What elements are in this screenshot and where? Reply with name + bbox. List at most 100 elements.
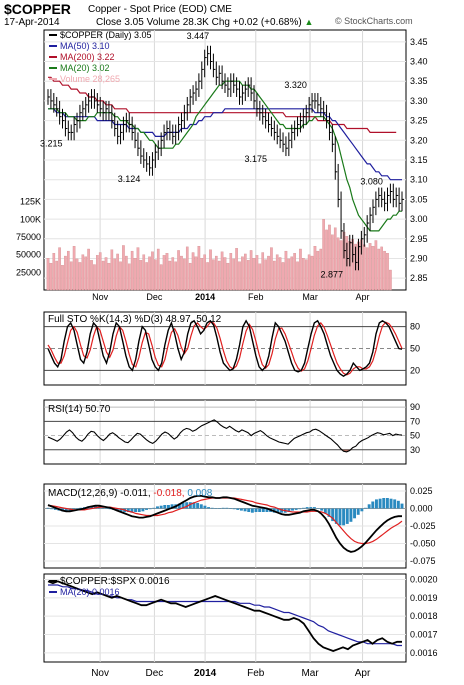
volume-bar xyxy=(212,259,215,291)
macd-histogram-bar xyxy=(119,508,123,512)
volume-bar xyxy=(281,262,285,291)
macd-histogram-bar xyxy=(115,508,119,511)
ratio-line xyxy=(47,580,402,652)
volume-bar xyxy=(336,237,340,291)
rsi-tick-label: 90 xyxy=(410,402,420,412)
macd-histogram-bar xyxy=(389,498,393,509)
price-x-label: Feb xyxy=(248,292,264,302)
panel-frame-rsi xyxy=(43,399,407,465)
macd-histogram-bar xyxy=(192,502,196,509)
price-annotation: 3.215 xyxy=(40,138,63,148)
volume-bar xyxy=(61,265,64,291)
macd-tick-label: -0.025 xyxy=(410,521,436,531)
macd-histogram-bar xyxy=(46,507,50,509)
volume-bar xyxy=(241,256,244,291)
stoch-label: Full STO %K(14,3) %D(3) 48.97, 50.12 xyxy=(48,314,222,325)
macd-histogram-bar xyxy=(378,498,382,509)
volume-bar xyxy=(162,255,166,291)
volume-bar xyxy=(365,247,369,291)
volume-bar xyxy=(226,262,230,291)
price-tick-label: 2.95 xyxy=(410,234,428,244)
macd-histogram-bar xyxy=(126,508,130,512)
macd-histogram-bar xyxy=(130,508,134,513)
macd-histogram-bar xyxy=(360,508,364,512)
macd-histogram-bar xyxy=(214,508,218,509)
price-tick-label: 3.25 xyxy=(410,116,428,126)
volume-bar xyxy=(183,258,186,291)
quote-values: Close 3.05 Volume 28.3K Chg +0.02 (+0.68… xyxy=(96,17,302,28)
volume-bar xyxy=(206,262,209,291)
volume-bar xyxy=(75,258,79,291)
volume-bar xyxy=(209,249,212,291)
volume-tick-label: 125K xyxy=(20,197,41,207)
symbol-description: Copper - Spot Price (EOD) CME xyxy=(88,4,232,15)
volume-bar xyxy=(273,260,276,291)
stoch-d-line xyxy=(47,321,403,376)
volume-bar xyxy=(119,261,122,291)
macd-histogram-bar xyxy=(75,508,79,509)
macd-histogram-bar xyxy=(334,508,338,524)
volume-bar xyxy=(165,253,169,291)
price-x-label: Nov xyxy=(92,292,109,302)
macd-histogram-bar xyxy=(97,507,101,509)
ratio-tick-label: 0.0018 xyxy=(410,611,438,621)
volume-bar xyxy=(154,259,157,291)
exchange-label: CME xyxy=(209,4,232,15)
macd-histogram-bar xyxy=(345,508,349,524)
volume-bar xyxy=(328,224,331,291)
macd-histogram-bar xyxy=(229,508,232,509)
volume-bar xyxy=(307,254,311,291)
price-x-label: Dec xyxy=(146,292,163,302)
volume-bar xyxy=(130,250,134,291)
macd-histogram-bar xyxy=(342,508,346,526)
ratio-x-label: Apr xyxy=(355,668,371,679)
volume-bar xyxy=(235,248,238,291)
volume-tick-label: 50000 xyxy=(16,250,41,260)
volume-bar xyxy=(46,258,50,291)
macd-histogram-bar xyxy=(79,507,83,509)
macd-histogram-bar xyxy=(210,507,214,509)
volume-bar xyxy=(98,252,102,291)
volume-bar xyxy=(325,229,328,291)
rsi-line xyxy=(47,419,403,453)
volume-bar xyxy=(177,250,180,291)
watermark: © StockCharts.com xyxy=(335,16,413,26)
volume-bar xyxy=(255,255,259,291)
symbol-title: $COPPER xyxy=(4,1,71,17)
macd-histogram-bar xyxy=(207,507,211,509)
macd-histogram-bar xyxy=(203,505,207,509)
macd-histogram-bar xyxy=(298,508,302,510)
volume-bar xyxy=(67,250,70,291)
macd-histogram-bar xyxy=(280,508,284,513)
macd-histogram-bar xyxy=(393,499,397,509)
price-tick-label: 3.45 xyxy=(410,37,428,47)
macd-histogram-bar xyxy=(320,508,324,511)
macd-histogram-bar xyxy=(265,508,269,512)
volume-bar xyxy=(127,263,131,291)
description-text: Copper - Spot Price (EOD) xyxy=(88,4,207,15)
macd-tick-label: 0.025 xyxy=(410,486,433,496)
macd-histogram-bar xyxy=(382,498,386,509)
volume-bar xyxy=(333,227,337,291)
volume-bar xyxy=(156,248,160,291)
price-tick-label: 3.35 xyxy=(410,76,428,86)
volume-bar xyxy=(267,255,270,291)
volume-bar xyxy=(151,251,154,291)
volume-bar xyxy=(168,260,172,291)
volume-bar xyxy=(81,254,85,291)
volume-bar xyxy=(319,248,323,291)
volume-bar xyxy=(238,261,241,291)
macd-histogram-bar xyxy=(159,505,163,509)
volume-bar xyxy=(383,250,386,291)
macd-line xyxy=(47,494,402,553)
volume-tick-label: 25000 xyxy=(16,267,41,277)
volume-bar xyxy=(64,255,67,291)
volume-bar xyxy=(278,257,282,291)
volume-bar xyxy=(264,259,267,291)
macd-histogram-bar xyxy=(291,508,294,511)
volume-tick-label: 100K xyxy=(20,214,41,224)
macd-histogram-bar xyxy=(400,503,404,509)
rsi-label: RSI(14) 50.70 xyxy=(48,404,111,415)
volume-bar xyxy=(69,261,73,291)
